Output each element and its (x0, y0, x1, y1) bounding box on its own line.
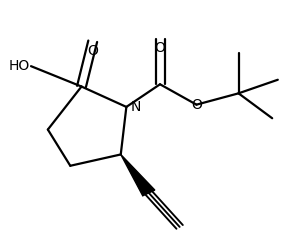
Text: O: O (155, 41, 165, 55)
Text: O: O (87, 44, 98, 58)
Text: HO: HO (8, 59, 30, 73)
Text: O: O (191, 98, 202, 112)
Text: N: N (131, 100, 141, 114)
Polygon shape (121, 154, 155, 196)
